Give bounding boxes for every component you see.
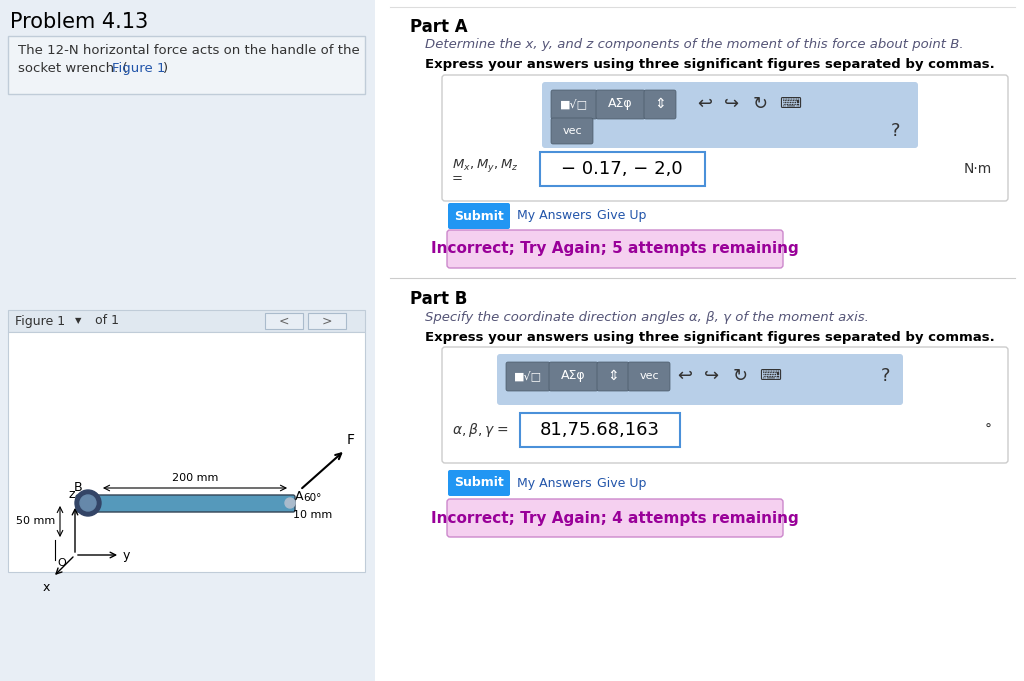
FancyBboxPatch shape xyxy=(551,90,597,119)
Text: ⇕: ⇕ xyxy=(654,97,666,111)
FancyBboxPatch shape xyxy=(447,499,783,537)
Text: 60°: 60° xyxy=(303,493,322,503)
Text: >: > xyxy=(322,315,332,328)
FancyBboxPatch shape xyxy=(542,82,918,148)
FancyBboxPatch shape xyxy=(442,347,1008,463)
Text: ↪: ↪ xyxy=(724,95,739,113)
FancyBboxPatch shape xyxy=(449,203,510,229)
Text: Figure 1: Figure 1 xyxy=(112,62,166,75)
Text: =: = xyxy=(452,172,463,185)
Text: ▼: ▼ xyxy=(75,317,82,326)
FancyBboxPatch shape xyxy=(520,413,680,447)
Text: z: z xyxy=(69,488,75,501)
Text: x: x xyxy=(43,581,50,594)
FancyBboxPatch shape xyxy=(442,75,1008,201)
Text: Give Up: Give Up xyxy=(597,210,646,223)
Text: Submit: Submit xyxy=(454,477,504,490)
Text: 81,75.68,163: 81,75.68,163 xyxy=(540,421,660,439)
Text: y: y xyxy=(123,548,130,562)
FancyBboxPatch shape xyxy=(447,230,783,268)
Text: 50 mm: 50 mm xyxy=(15,516,55,526)
Text: ↩: ↩ xyxy=(678,367,692,385)
Circle shape xyxy=(75,490,101,516)
Text: Express your answers using three significant figures separated by commas.: Express your answers using three signifi… xyxy=(425,331,994,344)
Text: F: F xyxy=(347,433,355,447)
Text: socket wrench. (: socket wrench. ( xyxy=(18,62,128,75)
Text: Part B: Part B xyxy=(410,290,467,308)
Circle shape xyxy=(285,498,295,508)
FancyBboxPatch shape xyxy=(551,118,593,144)
Text: The 12-N horizontal force acts on the handle of the: The 12-N horizontal force acts on the ha… xyxy=(18,44,359,57)
Text: ): ) xyxy=(163,62,168,75)
FancyBboxPatch shape xyxy=(540,152,705,186)
Circle shape xyxy=(80,495,96,511)
Text: ⌨: ⌨ xyxy=(759,368,781,383)
Text: 10 mm: 10 mm xyxy=(293,510,332,520)
Text: of 1: of 1 xyxy=(95,315,119,328)
Text: ↻: ↻ xyxy=(732,367,748,385)
Text: ⌨: ⌨ xyxy=(779,97,801,112)
Text: Determine the x, y, and z components of the moment of this force about point B.: Determine the x, y, and z components of … xyxy=(425,38,964,51)
Text: B: B xyxy=(74,481,82,494)
Text: Give Up: Give Up xyxy=(597,477,646,490)
Text: <: < xyxy=(279,315,289,328)
FancyBboxPatch shape xyxy=(0,0,375,681)
Text: Incorrect; Try Again; 5 attempts remaining: Incorrect; Try Again; 5 attempts remaini… xyxy=(431,242,799,257)
Text: AΣφ: AΣφ xyxy=(561,370,586,383)
Text: ■√□: ■√□ xyxy=(560,99,588,110)
Text: AΣφ: AΣφ xyxy=(607,97,632,110)
FancyBboxPatch shape xyxy=(506,362,550,391)
FancyBboxPatch shape xyxy=(8,36,365,94)
FancyBboxPatch shape xyxy=(597,362,629,391)
FancyBboxPatch shape xyxy=(8,310,365,332)
FancyBboxPatch shape xyxy=(8,332,365,572)
Text: O: O xyxy=(57,558,66,568)
Text: °: ° xyxy=(985,423,992,437)
Text: 200 mm: 200 mm xyxy=(172,473,218,483)
Text: Figure 1: Figure 1 xyxy=(15,315,66,328)
FancyBboxPatch shape xyxy=(628,362,670,391)
Text: Incorrect; Try Again; 4 attempts remaining: Incorrect; Try Again; 4 attempts remaini… xyxy=(431,511,799,526)
Text: My Answers: My Answers xyxy=(517,210,592,223)
Text: $M_x, M_y, M_z$: $M_x, M_y, M_z$ xyxy=(452,157,518,174)
Text: ?: ? xyxy=(881,367,890,385)
FancyBboxPatch shape xyxy=(497,354,903,405)
FancyBboxPatch shape xyxy=(596,90,645,119)
Text: Express your answers using three significant figures separated by commas.: Express your answers using three signifi… xyxy=(425,58,994,71)
FancyBboxPatch shape xyxy=(644,90,676,119)
Text: vec: vec xyxy=(562,126,582,136)
FancyBboxPatch shape xyxy=(449,470,510,496)
FancyBboxPatch shape xyxy=(76,495,295,512)
FancyBboxPatch shape xyxy=(549,362,598,391)
FancyBboxPatch shape xyxy=(308,313,346,329)
Text: My Answers: My Answers xyxy=(517,477,592,490)
Text: ■√□: ■√□ xyxy=(514,370,542,381)
Text: N·m: N·m xyxy=(964,162,992,176)
Text: ?: ? xyxy=(890,122,900,140)
Text: Specify the coordinate direction angles α, β, γ of the moment axis.: Specify the coordinate direction angles … xyxy=(425,311,869,324)
Text: ↪: ↪ xyxy=(705,367,720,385)
Text: ↻: ↻ xyxy=(753,95,768,113)
Text: vec: vec xyxy=(639,371,658,381)
Text: Submit: Submit xyxy=(454,210,504,223)
Text: − 0.17, − 2,0: − 0.17, − 2,0 xyxy=(561,160,683,178)
FancyBboxPatch shape xyxy=(265,313,303,329)
Text: $\alpha, \beta, \gamma$ =: $\alpha, \beta, \gamma$ = xyxy=(452,421,509,439)
Text: A: A xyxy=(295,490,303,503)
Text: Part A: Part A xyxy=(410,18,468,36)
Text: ⇕: ⇕ xyxy=(607,369,618,383)
Text: Problem 4.13: Problem 4.13 xyxy=(10,12,148,32)
Text: ↩: ↩ xyxy=(697,95,713,113)
FancyBboxPatch shape xyxy=(375,0,1024,681)
